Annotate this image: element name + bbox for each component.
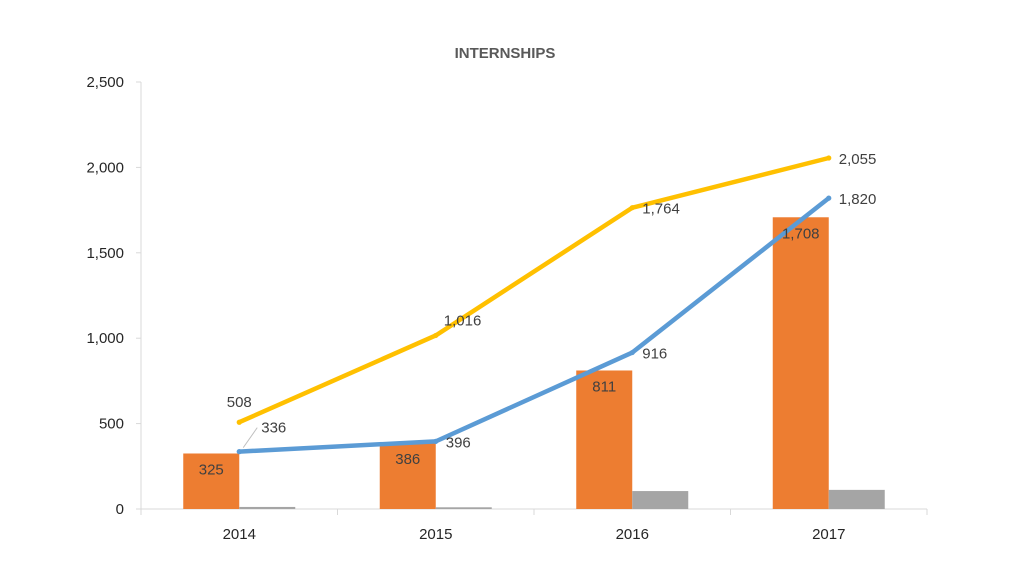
y-tick-label: 0 [116,501,124,518]
line-data-label: 396 [446,434,471,451]
bar [828,489,885,509]
x-tick-label: 2016 [616,526,649,543]
bar [239,506,296,509]
y-tick-label: 2,000 [86,159,124,176]
bar [435,507,492,509]
chart-title: INTERNSHIPS [455,45,556,62]
y-tick-label: 1,500 [86,245,124,262]
series-point [629,205,635,211]
y-tick-label: 500 [99,416,124,433]
line-data-label: 2,055 [839,151,877,168]
bar [183,453,240,509]
y-tick-label: 1,000 [86,330,124,347]
bar-data-label: 1,708 [782,225,820,242]
x-tick-label: 2015 [419,526,452,543]
series-line [237,195,831,454]
y-tick-label: 2,500 [86,74,124,91]
line-data-label: 1,764 [642,201,680,218]
data-labels: 325 386 811 1,708 508 1,016 1,764 2,055 336 396 91… [199,151,877,478]
x-tick-label: 2014 [223,526,256,543]
series-point [826,195,832,201]
series-line [237,155,831,425]
bar [632,491,689,509]
label-leader-line [242,427,258,448]
series-point [236,449,242,455]
line-data-label: 916 [642,346,667,363]
bar [772,217,829,509]
series-point [629,349,635,356]
series-point [236,419,242,425]
series-point [433,332,439,339]
line-data-label: 1,820 [839,191,877,208]
line-data-label: 1,016 [444,312,482,329]
axes: 0 500 1,000 1,500 2,000 2,500 2014 2015 2016 2017 [86,74,928,543]
x-tick-label: 2017 [812,526,845,543]
bar [576,370,633,509]
line-data-label: 336 [261,420,286,437]
lines [236,155,832,455]
bars [183,217,885,509]
bar [379,443,436,509]
bar-data-label: 325 [199,461,224,478]
bar-data-label: 811 [592,378,616,395]
line-data-label: 508 [227,394,252,411]
bar-data-label: 386 [395,451,420,468]
series-point [826,155,832,161]
series-point [433,438,439,444]
